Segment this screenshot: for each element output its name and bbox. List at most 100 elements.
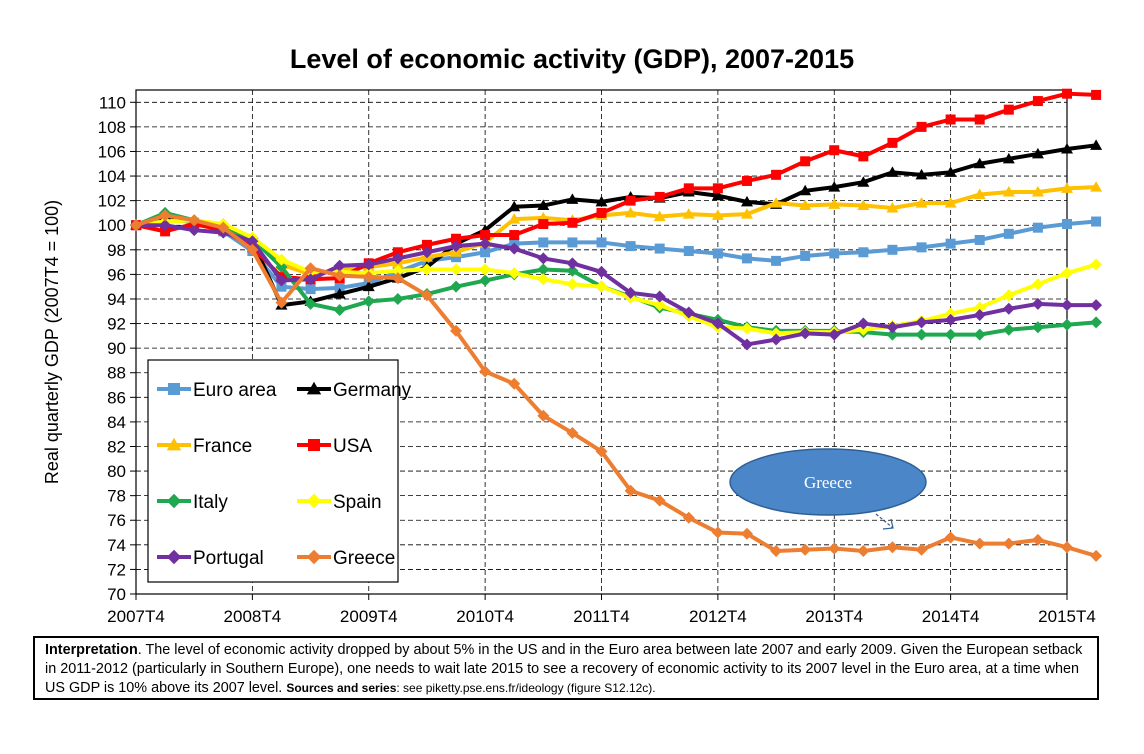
x-tick-label: 2010T4 xyxy=(456,607,514,626)
data-point xyxy=(740,195,753,207)
x-tick-label: 2012T4 xyxy=(689,607,747,626)
data-point xyxy=(711,209,724,220)
data-point xyxy=(333,288,346,299)
data-point xyxy=(654,243,665,254)
data-point xyxy=(771,169,782,180)
data-point xyxy=(479,237,492,250)
series-line-portugal xyxy=(136,223,1097,347)
data-point xyxy=(654,191,665,202)
data-point xyxy=(1090,181,1103,192)
data-point xyxy=(537,252,550,265)
data-point xyxy=(304,262,317,275)
data-point xyxy=(159,209,172,222)
data-point xyxy=(1003,104,1014,115)
data-point xyxy=(887,244,898,255)
data-point xyxy=(944,531,957,544)
data-point xyxy=(1031,186,1044,197)
data-point xyxy=(915,197,928,208)
data-point xyxy=(567,237,578,248)
data-point xyxy=(217,221,230,234)
data-point xyxy=(1091,216,1102,227)
data-point xyxy=(887,137,898,148)
data-point xyxy=(306,381,322,395)
data-point xyxy=(537,199,550,211)
x-tick-label: 2008T4 xyxy=(224,607,282,626)
data-point xyxy=(800,156,811,167)
data-point xyxy=(828,181,841,192)
data-point xyxy=(596,207,607,218)
data-point xyxy=(682,208,695,219)
data-point xyxy=(1090,139,1103,150)
data-point xyxy=(944,197,957,208)
series-france xyxy=(130,181,1103,279)
data-point xyxy=(857,199,870,211)
x-tick-label: 2009T4 xyxy=(340,607,398,626)
legend-label: USA xyxy=(333,436,372,457)
data-point xyxy=(858,151,869,162)
data-point xyxy=(479,274,492,287)
legend-label: France xyxy=(193,436,252,457)
data-point xyxy=(420,289,433,302)
y-tick-label: 78 xyxy=(107,487,126,506)
x-tick-label: 2013T4 xyxy=(805,607,863,626)
data-point xyxy=(566,193,579,204)
data-point xyxy=(188,214,201,227)
data-point xyxy=(740,322,753,335)
data-point xyxy=(479,365,492,378)
legend-label: Euro area xyxy=(193,380,277,401)
data-point xyxy=(275,261,288,274)
data-point xyxy=(886,321,899,334)
data-point xyxy=(770,544,783,557)
data-point xyxy=(160,226,171,237)
y-tick-label: 92 xyxy=(107,315,126,334)
data-point xyxy=(391,252,404,265)
data-point xyxy=(1091,89,1102,100)
data-point xyxy=(624,206,637,218)
data-point xyxy=(306,493,322,509)
series-greece xyxy=(130,209,1103,562)
y-tick-label: 80 xyxy=(107,462,126,481)
data-point xyxy=(168,383,180,395)
data-point xyxy=(973,328,986,341)
data-point xyxy=(973,537,986,550)
data-point xyxy=(1061,182,1073,193)
data-point xyxy=(1032,96,1043,107)
data-point xyxy=(858,247,869,258)
data-point xyxy=(333,304,346,317)
data-point xyxy=(479,263,492,276)
data-point xyxy=(421,239,432,250)
data-point xyxy=(770,197,783,208)
y-tick-label: 84 xyxy=(107,413,126,432)
data-point xyxy=(1031,297,1044,310)
data-point xyxy=(130,219,142,232)
data-point xyxy=(1061,541,1073,554)
data-point xyxy=(537,409,550,422)
data-point xyxy=(857,176,870,187)
data-point xyxy=(450,263,463,276)
data-point xyxy=(450,324,463,337)
x-tick-label: 2011T4 xyxy=(573,607,629,626)
data-point xyxy=(770,333,783,346)
data-point xyxy=(886,328,899,341)
data-point xyxy=(538,218,549,229)
data-point xyxy=(799,543,812,556)
data-point xyxy=(1031,321,1044,334)
data-point xyxy=(653,299,666,312)
series-line-spain xyxy=(135,218,1097,336)
data-point xyxy=(304,297,317,310)
interpretation-lead: Interpretation xyxy=(45,642,138,658)
data-point xyxy=(916,242,927,253)
y-tick-label: 90 xyxy=(107,339,126,358)
data-point xyxy=(508,242,521,255)
y-tick-label: 74 xyxy=(107,536,126,555)
data-point xyxy=(1062,88,1072,99)
y-tick-label: 106 xyxy=(98,142,126,161)
data-point xyxy=(1003,228,1014,239)
interpretation-text: . The level of economic activity dropped… xyxy=(45,642,1083,696)
data-point xyxy=(362,295,375,308)
y-tick-label: 100 xyxy=(98,216,126,235)
x-tick-label: 2007T4 xyxy=(107,607,165,626)
data-point xyxy=(1061,143,1073,154)
annotation-arrow-head xyxy=(882,518,894,530)
data-point xyxy=(741,253,752,264)
